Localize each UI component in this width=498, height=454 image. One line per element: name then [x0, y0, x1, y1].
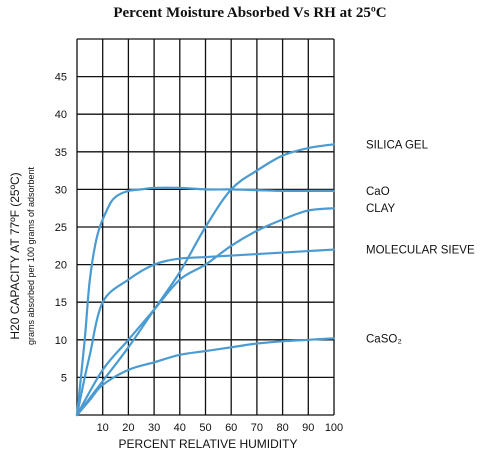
x-axis-title: PERCENT RELATIVE HUMIDITY [119, 437, 298, 451]
x-tick-labels: 10 20 30 40 50 60 70 80 90 100 [97, 422, 344, 434]
y-tick-label: 10 [55, 335, 67, 347]
series-line-silica-gel [75, 143, 336, 417]
series-label-cao: CaO [366, 186, 390, 198]
y-axis-title: H20 CAPACITY AT 77ºF (25ºC) [8, 172, 22, 339]
chart-title: Percent Moisture Absorbed Vs RH at 25ºC [113, 5, 386, 21]
x-tick-label: 20 [122, 422, 134, 434]
curves [75, 143, 336, 417]
series-line-molecular-sieve [75, 248, 336, 417]
series-line-clay [75, 207, 336, 417]
series-label-clay: CLAY [366, 203, 396, 215]
series-labels: SILICA GEL CaO CLAY MOLECULAR SIEVE CaSO₂ [366, 139, 475, 345]
y-tick-label: 35 [55, 147, 67, 159]
x-tick-label: 30 [148, 422, 160, 434]
x-tick-label: 60 [225, 422, 237, 434]
x-tick-label: 70 [251, 422, 263, 434]
x-tick-label: 10 [97, 422, 109, 434]
series-line-cao [75, 186, 336, 417]
y-tick-label: 15 [55, 297, 67, 309]
y-tick-label: 40 [55, 109, 67, 121]
y-tick-label: 5 [61, 372, 67, 384]
series-label-caso: CaSO₂ [366, 333, 402, 345]
y-tick-labels: 5 10 15 20 25 30 35 40 45 [55, 72, 67, 385]
y-tick-label: 30 [55, 184, 67, 196]
x-tick-label: 100 [325, 422, 343, 434]
y-tick-label: 45 [55, 72, 67, 84]
y-tick-label: 25 [55, 222, 67, 234]
series-label-molecular-sieve: MOLECULAR SIEVE [366, 245, 475, 257]
x-tick-label: 50 [199, 422, 211, 434]
series-label-silica-gel: SILICA GEL [366, 139, 429, 151]
y-axis-subtitle: grams absorbed per 100 grams of adsorben… [26, 166, 36, 345]
series-line-caso [75, 337, 336, 417]
x-tick-label: 90 [302, 422, 314, 434]
y-tick-label: 20 [55, 260, 67, 272]
x-tick-label: 40 [174, 422, 186, 434]
x-tick-label: 80 [276, 422, 288, 434]
